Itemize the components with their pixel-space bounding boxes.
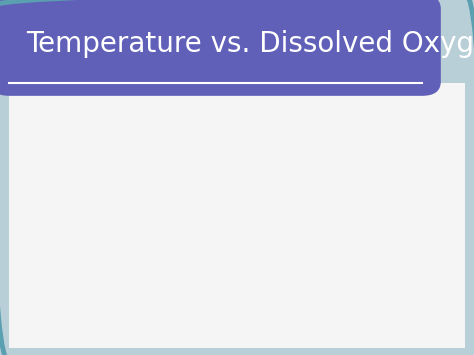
- Title: Solubility of oxygen with temperature: Solubility of oxygen with temperature: [104, 95, 403, 110]
- Y-axis label: Oxygen (mg/L): Oxygen (mg/L): [33, 158, 46, 261]
- FancyBboxPatch shape: [0, 0, 441, 96]
- Text: Temperature vs. Dissolved Oxygen: Temperature vs. Dissolved Oxygen: [26, 31, 474, 58]
- X-axis label: Temperature (°C): Temperature (°C): [193, 328, 314, 342]
- Bar: [9, 83, 465, 348]
